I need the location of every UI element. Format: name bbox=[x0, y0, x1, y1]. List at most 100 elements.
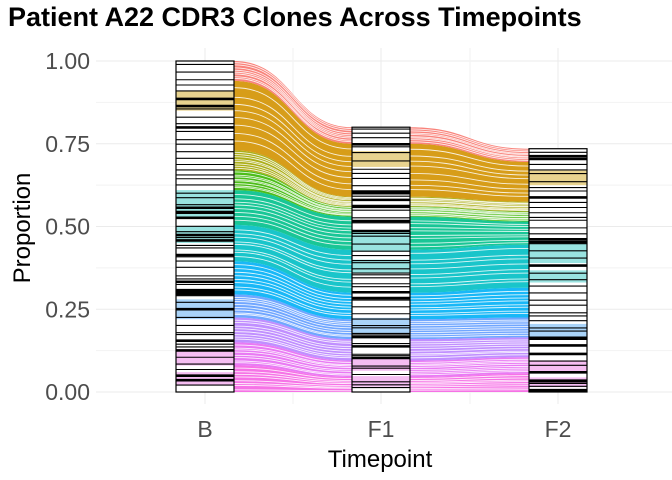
clone-separator bbox=[409, 254, 530, 261]
x-tick-label: F1 bbox=[368, 416, 395, 442]
chart-title: Patient A22 CDR3 Clones Across Timepoint… bbox=[8, 2, 582, 32]
clone-separator bbox=[409, 207, 530, 214]
clone-separator bbox=[409, 205, 530, 211]
clone-separator bbox=[409, 379, 530, 383]
clone-separator bbox=[409, 375, 530, 380]
clone-separator bbox=[409, 179, 530, 190]
clone-separator bbox=[233, 383, 353, 388]
clone-separator bbox=[409, 137, 530, 158]
clone-separator bbox=[409, 348, 530, 352]
clone-separator bbox=[233, 180, 353, 213]
clone-separator bbox=[233, 229, 353, 256]
stratum-bar bbox=[352, 127, 410, 392]
clone-separator bbox=[233, 319, 353, 342]
clone-separator bbox=[409, 184, 530, 194]
y-tick-label: 1.00 bbox=[45, 48, 90, 74]
y-tick-label: 0.50 bbox=[45, 214, 90, 240]
clone-separator bbox=[233, 165, 353, 206]
clone-separator bbox=[409, 210, 530, 217]
clone-separator bbox=[409, 155, 530, 172]
clone-separator bbox=[409, 371, 530, 376]
clone-separator bbox=[233, 154, 353, 200]
clone-separator bbox=[233, 176, 353, 211]
clone-separator bbox=[233, 336, 353, 357]
clone-separator bbox=[409, 354, 530, 359]
clone-separator bbox=[233, 380, 353, 387]
clone-separator bbox=[409, 363, 530, 368]
clone-separator bbox=[233, 243, 353, 274]
clone-separator bbox=[233, 360, 353, 375]
stratum-band bbox=[529, 270, 587, 283]
clone-separator bbox=[233, 124, 353, 178]
clone-separator bbox=[409, 223, 530, 227]
clone-separator bbox=[233, 204, 353, 232]
clone-separator bbox=[233, 171, 353, 208]
clone-separator bbox=[233, 160, 353, 203]
clone-separator bbox=[233, 219, 353, 246]
clone-separator bbox=[233, 71, 353, 137]
clone-separator bbox=[233, 351, 353, 368]
clone-separator bbox=[409, 234, 530, 236]
clone-separator bbox=[233, 331, 353, 352]
clone-separator bbox=[409, 385, 530, 388]
clone-separator bbox=[409, 343, 530, 347]
clone-separator bbox=[409, 323, 530, 327]
y-axis-title: Proportion bbox=[9, 173, 36, 284]
clone-separator bbox=[409, 312, 530, 316]
clone-separator bbox=[409, 351, 530, 356]
clone-separator bbox=[233, 384, 353, 389]
clone-separator bbox=[409, 272, 530, 279]
clone-separator bbox=[409, 290, 530, 297]
clone-separator bbox=[409, 281, 530, 288]
clone-separator bbox=[409, 334, 530, 338]
stratum-band bbox=[352, 151, 410, 167]
clone-separator bbox=[233, 117, 353, 173]
clone-separator bbox=[409, 213, 530, 220]
clone-separator bbox=[233, 185, 353, 215]
clone-separator bbox=[409, 199, 530, 206]
clone-separator bbox=[409, 200, 530, 207]
clone-separator bbox=[233, 313, 353, 337]
clone-separator bbox=[233, 325, 353, 347]
clone-separator bbox=[409, 328, 530, 331]
clone-separator bbox=[409, 278, 530, 285]
clone-separator bbox=[233, 236, 353, 265]
clone-separator bbox=[409, 214, 530, 221]
clone-separator bbox=[233, 198, 353, 226]
clone-separator bbox=[409, 165, 530, 180]
clone-separator bbox=[233, 69, 353, 136]
clone-separator bbox=[409, 133, 530, 155]
stratum-bar bbox=[529, 148, 587, 392]
clone-separator bbox=[233, 73, 353, 139]
clone-separator bbox=[409, 358, 530, 364]
clone-separator bbox=[409, 321, 530, 324]
y-tick-label: 0.75 bbox=[45, 131, 90, 157]
clone-separator bbox=[233, 256, 353, 288]
clone-separator bbox=[233, 77, 353, 143]
clone-separator bbox=[233, 268, 353, 300]
clone-separator bbox=[233, 167, 353, 207]
x-axis-title: Timepoint bbox=[328, 446, 433, 473]
stratum-outline bbox=[528, 148, 588, 393]
clone-separator bbox=[233, 251, 353, 283]
clone-separator bbox=[233, 289, 353, 317]
clone-separator bbox=[233, 64, 353, 131]
clone-separator bbox=[233, 371, 353, 382]
clone-separator bbox=[409, 211, 530, 218]
y-axis-ticks: 0.00 0.25 0.50 0.75 1.00 bbox=[45, 48, 90, 405]
clone-separator bbox=[409, 297, 530, 303]
clone-separator bbox=[409, 332, 530, 336]
clone-separator bbox=[233, 376, 353, 384]
clone-separator bbox=[409, 220, 530, 225]
clone-separator bbox=[409, 173, 530, 185]
stratum-bars bbox=[175, 60, 588, 393]
clone-separator bbox=[233, 163, 353, 204]
clone-separator bbox=[233, 67, 353, 134]
clone-separator bbox=[409, 239, 530, 244]
clone-separator bbox=[409, 258, 530, 265]
stratum-band bbox=[352, 357, 410, 371]
clone-separator bbox=[233, 347, 353, 366]
clone-separator bbox=[233, 186, 353, 216]
clone-separator bbox=[233, 357, 353, 372]
clone-separator bbox=[409, 300, 530, 305]
